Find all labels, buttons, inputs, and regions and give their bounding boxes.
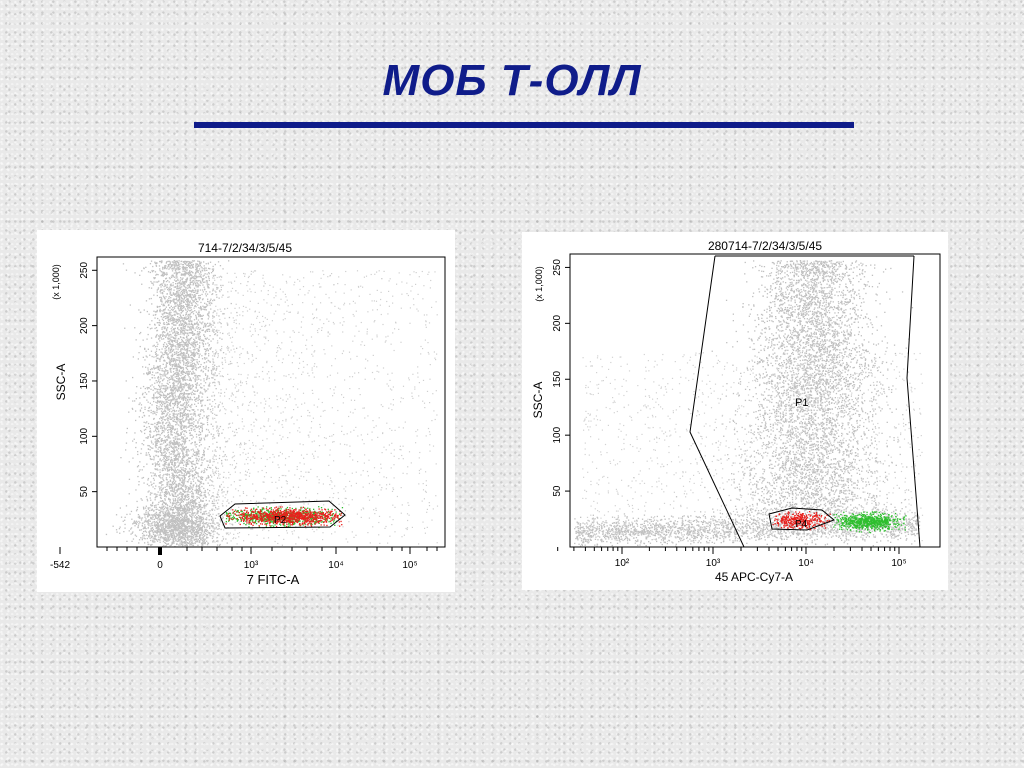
plot-title: 280714-7/2/34/3/5/45 [708,239,822,253]
sparse-events [582,352,924,542]
flow-plot-apc: 280714-7/2/34/3/5/45 50 100 150 200 250 10² 1… [522,232,948,590]
event-dots [105,260,439,548]
x-tick-label: 10³ [244,560,259,571]
x-tick-label: 10³ [706,558,721,569]
title-underline [194,122,854,128]
y-tick-label: 100 [552,426,563,443]
event-dots [574,260,924,548]
y-axis: 50 100 150 200 250 [79,262,97,498]
x-tick-label: -542 [50,560,70,571]
gate-p1-left-edge [689,255,745,548]
flow-plot-fitc: 714-7/2/34/3/5/45 50 100 150 200 250 -542 0 10… [37,230,455,592]
gate-p2 [219,500,346,529]
x-tick-label: 10⁴ [798,558,813,569]
y-axis: 50 100 150 200 250 [552,259,570,497]
plot-title: 714-7/2/34/3/5/45 [198,241,292,255]
y-tick-label: 50 [552,485,563,497]
main-population [120,260,242,547]
y-tick-label: 250 [79,262,90,279]
plot-frame [569,253,941,548]
x-axis-label: 45 APC-Cy7-A [715,570,793,584]
x-tick-label: 10⁵ [891,558,906,569]
x-tick-label: 10⁵ [402,560,417,571]
x-axis-label: 7 FITC-A [247,572,300,587]
slide-title: МОБ Т-ОЛЛ [382,56,642,105]
bottom-population [105,491,252,548]
y-tick-label: 200 [79,317,90,334]
red-events [772,511,831,531]
gate-p2-label: P2 [274,515,287,526]
zero-marker [158,547,162,555]
x-tick-label: 10⁴ [328,560,343,571]
y-axis-label: SSC-A [531,382,545,419]
gate-p4-label: P4 [795,519,808,530]
fitc-plot-svg: 714-7/2/34/3/5/45 50 100 150 200 250 -542 0 10… [50,241,446,587]
plot-frame [96,256,446,548]
gate-p1-label: P1 [795,397,808,409]
x-tick-label: 0 [157,560,163,571]
x-tick-label: 10² [615,558,630,569]
y-tick-label: 150 [552,370,563,387]
y-tick-label: 100 [79,428,90,445]
y-axis-label: SSC-A [54,364,68,401]
y-tick-label: 150 [79,372,90,389]
y-multiplier: (x 1,000) [534,266,544,302]
gate-p1-right-edge [906,255,921,548]
green-events [833,511,907,534]
y-tick-label: 200 [552,315,563,332]
x-axis: 10² 10³ 10⁴ 10⁵ [557,547,907,569]
y-tick-label: 250 [552,259,563,276]
sparse-events [212,270,439,546]
y-multiplier: (x 1,000) [51,264,61,300]
gate-p4 [768,507,835,531]
y-tick-label: 50 [79,486,90,498]
x-axis: -542 0 10³ 10⁴ 10⁵ [50,547,438,571]
red-events [225,506,343,528]
